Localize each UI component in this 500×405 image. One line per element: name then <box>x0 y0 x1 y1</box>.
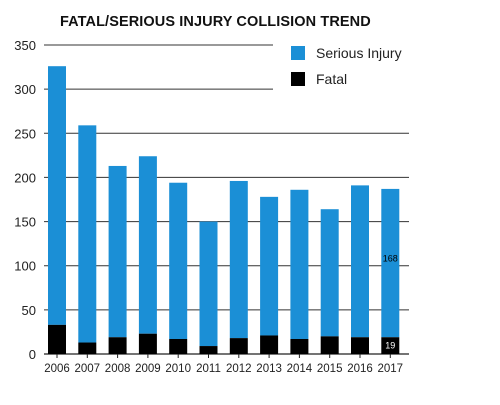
bar-fatal-2012 <box>229 338 248 354</box>
bar-fatal-2014 <box>290 338 309 354</box>
bar-fatal-2007 <box>78 342 97 354</box>
bar-fatal-2017 <box>381 337 400 354</box>
bar-fatal-2013 <box>260 335 279 354</box>
bar-serious-2006 <box>48 66 66 325</box>
y-tick-label-250: 250 <box>14 126 36 141</box>
bar-serious-2017 <box>381 188 400 338</box>
bar-fatal-2016 <box>351 337 369 354</box>
y-tick-label-350: 350 <box>14 38 36 53</box>
legend-swatch-serious-injury <box>291 46 305 60</box>
bar-serious-2009 <box>138 156 157 334</box>
x-tick-label-2016: 2016 <box>347 363 373 375</box>
data-label-fatal-2017: 19 <box>385 341 395 351</box>
y-tick-label-150: 150 <box>14 215 36 230</box>
x-tick-label-2008: 2008 <box>105 363 131 375</box>
x-tick-label-2015: 2015 <box>317 363 343 375</box>
y-tick-label-0: 0 <box>29 347 36 362</box>
bar-fatal-2015 <box>320 336 339 354</box>
bar-fatal-2011 <box>199 346 218 354</box>
y-tick-label-100: 100 <box>14 259 36 274</box>
bar-serious-2016 <box>351 185 369 338</box>
legend-label-serious-injury: Serious Injury <box>316 45 402 61</box>
bar-serious-2010 <box>169 182 188 339</box>
bar-serious-2012 <box>229 180 248 339</box>
x-tick-label-2007: 2007 <box>75 363 101 375</box>
data-label-serious-injury-2017: 168 <box>383 254 398 264</box>
bar-serious-2013 <box>260 196 279 336</box>
x-tick-label-2017: 2017 <box>378 363 404 375</box>
bar-serious-2007 <box>78 125 97 343</box>
x-tick-label-2009: 2009 <box>135 363 161 375</box>
bar-serious-2015 <box>320 209 339 337</box>
x-tick-label-2011: 2011 <box>196 363 221 375</box>
bar-fatal-2006 <box>48 324 66 354</box>
y-tick-label-300: 300 <box>14 82 36 97</box>
x-tick-label-2006: 2006 <box>44 363 70 375</box>
x-tick-label-2012: 2012 <box>226 363 252 375</box>
y-tick-label-50: 50 <box>22 303 36 318</box>
bar-serious-2008 <box>108 165 127 338</box>
bar-fatal-2008 <box>108 337 127 354</box>
legend-label-fatal: Fatal <box>316 71 347 87</box>
x-tick-label-2013: 2013 <box>256 363 282 375</box>
bar-serious-2011 <box>199 221 218 347</box>
chart-title: FATAL/SERIOUS INJURY COLLISION TREND <box>60 14 371 30</box>
x-tick-label-2010: 2010 <box>165 363 191 375</box>
bar-serious-2014 <box>290 189 309 339</box>
bar-fatal-2009 <box>138 333 157 354</box>
bar-fatal-2010 <box>169 338 188 354</box>
x-tick-label-2014: 2014 <box>287 363 313 375</box>
legend-swatch-fatal <box>291 72 305 86</box>
y-tick-label-200: 200 <box>14 170 36 185</box>
